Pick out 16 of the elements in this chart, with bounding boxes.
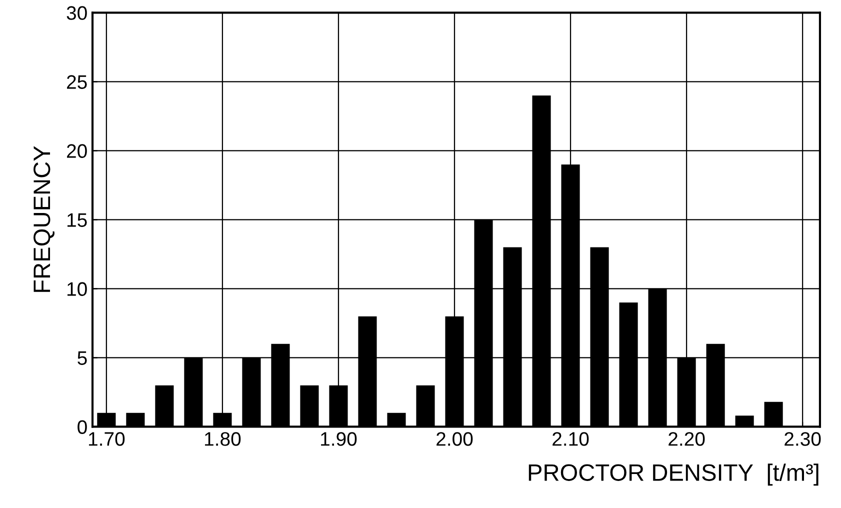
x-tick-label: 2.20 — [668, 432, 705, 446]
y-tick-label: 0 — [78, 420, 87, 434]
x-tick-label: 2.30 — [784, 432, 821, 446]
x-tick-label: 2.10 — [552, 432, 589, 446]
x-tick-label: 2.00 — [436, 432, 473, 446]
y-tick-label: 15 — [68, 213, 87, 227]
y-tick-label: 30 — [66, 6, 87, 20]
x-axis-title: PROCTOR DENSITY [t/m³] — [528, 464, 818, 486]
y-axis-title: FREQUENCY — [34, 146, 54, 292]
x-tick-label: 1.90 — [321, 432, 357, 446]
y-tick-label: 25 — [67, 75, 87, 89]
x-tick-label: 1.80 — [205, 432, 241, 446]
y-tick-label: 5 — [78, 351, 87, 365]
y-tick-label: 20 — [67, 144, 87, 158]
y-tick-label: 10 — [68, 282, 87, 296]
x-tick-label: 1.70 — [88, 432, 125, 446]
